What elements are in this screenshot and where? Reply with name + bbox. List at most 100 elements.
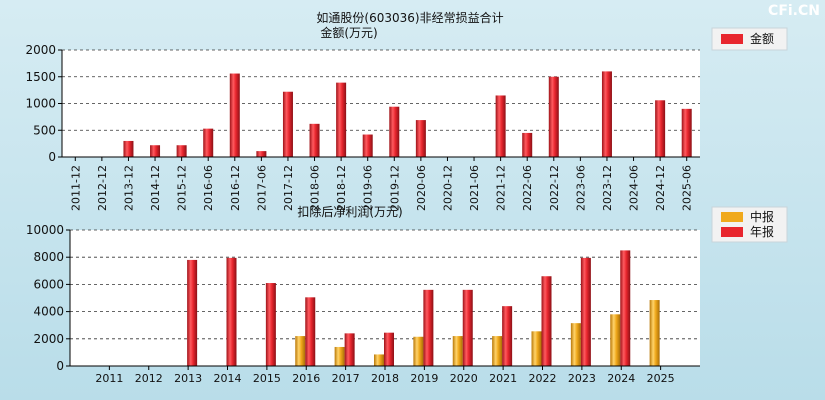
chart2-x-tick-label: 2014 [214, 372, 242, 385]
chart1-bar [309, 123, 320, 157]
chart-nonrecurring: 如通股份(603036)非经常损益合计 金额(万元) 0 500 1000 1500 2… [25, 10, 788, 211]
chart1-y-axis: 0 500 1000 1500 2000 [25, 43, 63, 164]
chart2-x-tick-label: 2015 [253, 372, 281, 385]
chart1-y-tick-label: 1000 [25, 97, 56, 111]
chart2-bar-annual [344, 333, 355, 366]
chart2-y-tick-label: 10000 [26, 223, 64, 237]
chart1-x-tick-label: 2013-12 [122, 165, 135, 211]
chart1-bar [123, 140, 134, 157]
chart1-x-tick-label: 2025-06 [681, 165, 694, 211]
chart1-legend-box [711, 27, 788, 51]
chart-net-profit: 扣除后净利润(万元) 0 2000 4000 6000 8000 10000 2011 20… [26, 204, 788, 385]
chart1-x-tick-label: 2020-12 [441, 165, 454, 211]
chart1-bar [522, 132, 533, 157]
chart1-x-tick-label: 2016-06 [202, 165, 215, 211]
chart2-legend: 中报 年报 [711, 206, 788, 243]
chart2-bar-annual [265, 283, 276, 366]
chart2-x-tick-label: 2021 [489, 372, 517, 385]
chart2-bar-interim [531, 331, 542, 366]
chart1-bar [495, 95, 506, 157]
chart2-y-tick-label: 0 [56, 359, 64, 373]
chart2-bar-interim [570, 323, 581, 366]
chart1-bar [389, 106, 400, 157]
chart1-x-tick-label: 2014-12 [149, 165, 162, 211]
chart1-y-tick-label: 2000 [25, 43, 56, 57]
chart1-x-tick-label: 2022-06 [521, 165, 534, 211]
chart2-y-tick-label: 6000 [33, 277, 64, 291]
chart1-x-tick-label: 2023-06 [574, 165, 587, 211]
chart2-bar-annual [620, 250, 631, 366]
chart1-legend: 金额 [711, 27, 788, 51]
chart1-x-tick-label: 2016-12 [229, 165, 242, 211]
chart1-bar [681, 108, 692, 157]
chart2-legend-swatch-annual [721, 227, 743, 237]
chart2-x-axis: 2011 2012 2013 2014 2015 2016 2017 2018 2019 2020… [70, 365, 700, 385]
chart2-y-tick-label: 8000 [33, 250, 64, 264]
chart2-bar-annual [580, 257, 591, 366]
chart1-y-tick-label: 1500 [25, 70, 56, 84]
chart2-x-tick-label: 2012 [135, 372, 163, 385]
chart2-bar-interim [649, 300, 660, 366]
chart1-x-tick-label: 2024-06 [628, 165, 641, 211]
chart2-bar-interim [374, 354, 384, 366]
chart2-bar-annual [423, 289, 434, 366]
chart1-x-tick-label: 2021-12 [495, 165, 508, 211]
chart1-bar [548, 76, 559, 157]
chart2-x-tick-label: 2013 [174, 372, 202, 385]
chart1-bar [203, 128, 214, 157]
chart2-bar-annual [187, 259, 198, 366]
chart1-x-tick-label: 2019-12 [388, 165, 401, 211]
chart1-x-tick-label: 2011-12 [69, 165, 82, 211]
chart2-legend-label-annual: 年报 [750, 224, 774, 239]
chart2-x-tick-label: 2023 [568, 372, 596, 385]
chart2-bar-annual [305, 297, 316, 366]
chart1-x-tick-label: 2018-06 [309, 165, 322, 211]
chart1-x-tick-label: 2017-12 [282, 165, 295, 211]
chart2-bar-interim [413, 336, 424, 366]
chart1-x-tick-label: 2015-12 [176, 165, 189, 211]
chart1-bar [362, 134, 373, 157]
chart1-legend-swatch [721, 34, 743, 44]
chart1-bar [256, 151, 267, 157]
chart2-x-tick-label: 2022 [529, 372, 557, 385]
chart1-bar [176, 145, 187, 157]
chart2-x-tick-label: 2011 [95, 372, 123, 385]
chart2-bar-interim [610, 314, 621, 366]
chart2-legend-label-interim: 中报 [750, 209, 774, 224]
chart2-y-axis: 0 2000 4000 6000 8000 10000 [26, 223, 71, 373]
chart1-x-tick-label: 2019-06 [362, 165, 375, 211]
chart2-bar-interim [492, 336, 503, 366]
chart1-subtitle: 金额(万元) [320, 25, 377, 40]
chart2-title: 扣除后净利润(万元) [297, 204, 402, 219]
chart1-x-tick-label: 2017-06 [255, 165, 268, 211]
chart1-x-tick-label: 2023-12 [601, 165, 614, 211]
chart2-bar-interim [334, 346, 345, 366]
chart1-y-tick-label: 0 [48, 150, 56, 164]
chart2-x-tick-label: 2018 [371, 372, 399, 385]
chart2-bar-interim [295, 336, 306, 366]
chart2-y-tick-label: 4000 [33, 305, 64, 319]
chart2-x-tick-label: 2017 [332, 372, 360, 385]
chart1-legend-label: 金额 [750, 31, 774, 46]
chart1-bar [655, 100, 666, 157]
chart1-x-tick-label: 2022-12 [548, 165, 561, 211]
chart2-legend-swatch-interim [721, 212, 743, 222]
chart1-bar [415, 120, 426, 157]
chart2-bar-annual [384, 332, 394, 366]
watermark: CFi.CN [768, 3, 820, 19]
chart2-y-tick-label: 2000 [33, 332, 64, 346]
chart1-bar [150, 145, 161, 157]
chart2-x-tick-label: 2020 [450, 372, 478, 385]
chart2-bars [187, 250, 660, 366]
chart1-x-tick-label: 2024-12 [654, 165, 667, 211]
chart2-x-tick-label: 2025 [647, 372, 675, 385]
chart1-bar [229, 73, 240, 157]
chart1-bar [601, 71, 612, 157]
chart2-gridlines [70, 229, 700, 367]
chart1-x-tick-label: 2020-06 [415, 165, 428, 211]
chart2-x-tick-label: 2024 [607, 372, 635, 385]
chart1-x-axis: 2011-12 2012-12 2013-12 2014-12 2015-12 2016-… [62, 156, 700, 211]
chart2-bar-annual [541, 276, 552, 366]
chart2-bar-annual [226, 257, 237, 366]
chart1-x-tick-label: 2018-12 [335, 165, 348, 211]
